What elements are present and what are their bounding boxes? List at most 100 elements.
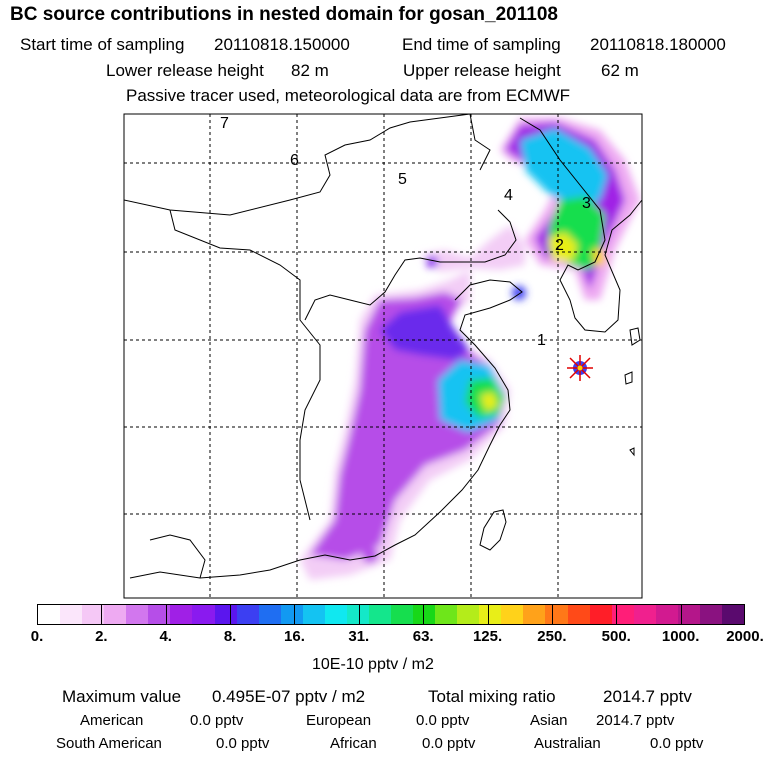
receptor-marker-icon xyxy=(567,355,593,381)
american-value: 0.0 pptv xyxy=(190,712,244,729)
plume-contour-yellow-yangtze xyxy=(480,392,498,412)
colorbar-segment xyxy=(721,605,744,624)
asian-label: Asian xyxy=(530,712,568,729)
colorbar-segment xyxy=(435,605,458,624)
max-value-label: Maximum value xyxy=(62,687,182,706)
asian-value: 2014.7 pptv xyxy=(596,712,675,729)
colorbar-divider xyxy=(681,604,682,625)
colorbar-segment xyxy=(192,605,215,624)
colorbar-tick-label: 125. xyxy=(472,628,503,645)
plume-contour-yellow-east xyxy=(592,248,606,268)
end-time-label: End time of sampling xyxy=(402,35,561,54)
colorbar-segment xyxy=(214,605,237,624)
plume-blob-shandong xyxy=(512,286,526,300)
colorbar-segment xyxy=(346,605,369,624)
plume-contour-faint-north xyxy=(420,225,525,272)
african-label: African xyxy=(330,735,377,752)
colorbar-segment xyxy=(589,605,612,624)
colorbar-segment xyxy=(677,605,700,624)
day-label-6: 6 xyxy=(290,152,299,169)
lower-release-value: 82 m xyxy=(291,61,329,80)
plume-contour-yellow-korea xyxy=(548,232,578,262)
total-mixing-label: Total mixing ratio xyxy=(428,687,556,706)
day-label-5: 5 xyxy=(398,171,407,188)
colorbar-segment xyxy=(699,605,722,624)
african-value: 0.0 pptv xyxy=(422,735,476,752)
colorbar-segment xyxy=(104,605,127,624)
start-time-value: 20110818.150000 xyxy=(214,35,350,54)
lower-release-label: Lower release height xyxy=(106,61,264,80)
colorbar-tick-label: 500. xyxy=(601,628,631,645)
colorbar-segment xyxy=(611,605,634,624)
colorbar-tick-label: 0. xyxy=(30,628,44,645)
max-value: 0.495E-07 pptv / m2 xyxy=(212,687,366,706)
upper-release-value: 62 m xyxy=(601,61,639,80)
colorbar-tick-label: 2. xyxy=(95,628,108,645)
colorbar-segment xyxy=(655,605,678,624)
colorbar-divider xyxy=(488,604,489,625)
colorbar-segment xyxy=(633,605,656,624)
plume-contour-cyan-korea xyxy=(520,128,608,210)
day-label-2: 2 xyxy=(555,237,564,254)
colorbar-segment xyxy=(457,605,480,624)
colorbar-tick-label: 31. xyxy=(348,628,370,645)
american-label: American xyxy=(80,712,144,729)
plume-contour-blue xyxy=(380,305,470,360)
south-american-value: 0.0 pptv xyxy=(216,735,270,752)
colorbar-segment xyxy=(82,605,105,624)
plume-blob-south xyxy=(362,547,378,563)
colorbar-segment xyxy=(60,605,83,624)
south-american-label: South American xyxy=(56,735,162,752)
colorbar-divider xyxy=(294,604,295,625)
colorbar-tick-label: 1000. xyxy=(661,628,700,645)
colorbar-tick-label: 16. xyxy=(284,628,305,645)
colorbar-divider xyxy=(552,604,553,625)
colorbar-segment xyxy=(38,605,61,624)
colorbar-divider xyxy=(166,604,167,625)
colorbar-segment xyxy=(280,605,303,624)
day-label-7: 7 xyxy=(220,115,229,132)
colorbar-divider xyxy=(423,604,424,625)
lat-lon-grid xyxy=(124,114,642,598)
colorbar-segment xyxy=(479,605,502,624)
colorbar-segment xyxy=(368,605,391,624)
australian-label: Australian xyxy=(534,735,601,752)
colorbar-segment xyxy=(302,605,325,624)
plume-blob-north xyxy=(426,256,438,268)
colorbar-tick-label: 2000. xyxy=(726,628,764,645)
colorbar-unit: 10E-10 pptv / m2 xyxy=(312,656,434,673)
colorbar-segment xyxy=(126,605,149,624)
upper-release-label: Upper release height xyxy=(403,61,561,80)
colorbar-tick-label: 4. xyxy=(159,628,172,645)
coastlines xyxy=(124,114,642,579)
start-time-label: Start time of sampling xyxy=(20,35,185,54)
tracer-note: Passive tracer used, meteorological data… xyxy=(126,86,571,105)
colorbar-divider xyxy=(101,604,102,625)
colorbar-segment xyxy=(236,605,259,624)
map-frame-border xyxy=(123,113,643,599)
end-time-value: 20110818.180000 xyxy=(590,35,726,54)
colorbar xyxy=(37,604,745,625)
colorbar-segment xyxy=(545,605,568,624)
colorbar-divider xyxy=(230,604,231,625)
colorbar-segment xyxy=(391,605,414,624)
day-label-1: 1 xyxy=(537,332,546,349)
colorbar-segment xyxy=(501,605,524,624)
colorbar-tick-label: 250. xyxy=(537,628,567,645)
day-label-4: 4 xyxy=(504,187,513,204)
australian-value: 0.0 pptv xyxy=(650,735,704,752)
european-label: European xyxy=(306,712,372,729)
day-label-3: 3 xyxy=(582,195,591,212)
colorbar-segment xyxy=(148,605,171,624)
trajectory-day-labels: 1 2 3 4 5 6 7 xyxy=(220,115,591,349)
colorbar-segment xyxy=(567,605,590,624)
total-mixing-value: 2014.7 pptv xyxy=(603,687,692,706)
colorbar-segment xyxy=(258,605,281,624)
colorbar-tick-label: 8. xyxy=(223,628,237,645)
european-value: 0.0 pptv xyxy=(416,712,470,729)
map-title: BC source contributions in nested domain… xyxy=(10,4,558,25)
colorbar-segment xyxy=(324,605,347,624)
colorbar-divider xyxy=(359,604,360,625)
colorbar-tick-label: 63. xyxy=(412,628,434,645)
